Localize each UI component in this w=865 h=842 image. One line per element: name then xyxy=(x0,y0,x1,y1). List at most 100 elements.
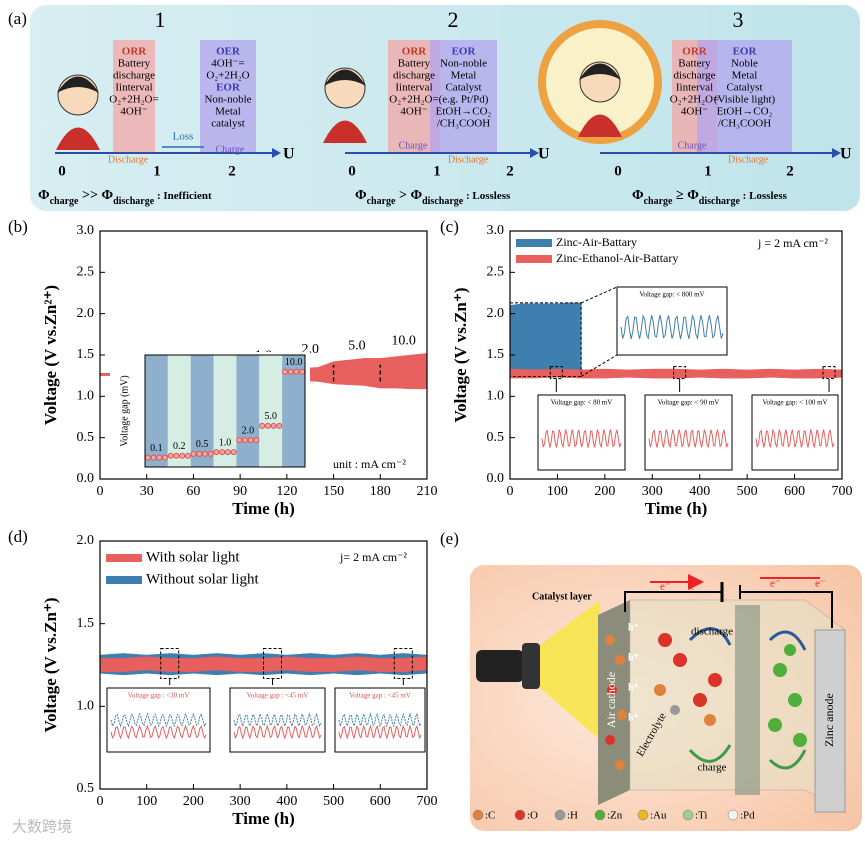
x-tick-label: 200 xyxy=(183,794,204,809)
gap-point xyxy=(173,452,180,459)
x-tick-label: 150 xyxy=(323,484,344,499)
eor-text: O₂+2H₂O xyxy=(206,70,249,82)
gap-point xyxy=(184,452,191,459)
section-number: 3 xyxy=(733,7,744,32)
discharge-arrow xyxy=(688,627,732,646)
inset-rate-label: 0.1 xyxy=(150,443,163,454)
condition-part: charge xyxy=(367,196,396,207)
flashlight-head xyxy=(522,643,540,689)
catalyst-particles xyxy=(605,633,807,770)
x-tick-label: 500 xyxy=(323,794,344,809)
gap-point xyxy=(287,368,294,375)
charge-label: Charge xyxy=(216,144,245,155)
gap-point xyxy=(247,437,254,444)
legend-swatch xyxy=(106,576,142,584)
annotation: j= 2 mA cm⁻² xyxy=(339,550,407,564)
eor-text: Catalyst xyxy=(726,82,762,94)
orr-text: discharge xyxy=(113,70,155,82)
gap-point xyxy=(162,454,168,461)
gap-point xyxy=(213,449,220,456)
eor-text: Non-noble xyxy=(204,94,251,106)
axis-arrowhead xyxy=(832,148,841,158)
atom-swatch xyxy=(554,809,566,821)
voltage-band xyxy=(509,302,582,376)
character-hair xyxy=(57,76,99,93)
eor-text: (Visible light) xyxy=(714,94,776,106)
inset-rate-label: 10.0 xyxy=(285,357,303,368)
y-tick-label: 2.0 xyxy=(487,306,505,321)
loss-label: Loss xyxy=(173,131,194,143)
air-cathode xyxy=(598,600,630,805)
x-tick-label: 90 xyxy=(233,484,247,499)
inset-title: Voltage gap : <45 mV xyxy=(349,692,411,700)
eor-text: Non-noble xyxy=(440,58,487,70)
charge-label: Charge xyxy=(399,140,428,151)
gap-point xyxy=(202,450,208,457)
hole-label: h⁺ xyxy=(628,652,639,663)
x-tick-label: 210 xyxy=(417,484,438,499)
oer-box xyxy=(200,40,256,153)
gap-point xyxy=(282,368,288,375)
x-axis-label: Time (h) xyxy=(232,499,295,518)
orr-text: discharge xyxy=(393,70,435,82)
charge-label: charge xyxy=(697,762,726,774)
x-tick-label: 200 xyxy=(594,484,615,499)
y-tick-label: 1.5 xyxy=(77,616,95,631)
y-tick-label: 0.0 xyxy=(77,471,95,486)
y-tick-label: 0.5 xyxy=(77,781,95,796)
inset-frame xyxy=(616,286,728,356)
legend-label: Zinc-Ethanol-Air-Battary xyxy=(556,251,678,265)
potential-tick: 0 xyxy=(58,163,66,179)
x-tick-label: 100 xyxy=(547,484,568,499)
x-tick-label: 700 xyxy=(417,794,438,809)
eor-text: /CH₃COOH xyxy=(437,118,490,130)
x-tick-label: 0 xyxy=(97,794,104,809)
electron-label: e⁻ xyxy=(770,578,781,590)
orr-box xyxy=(113,40,155,153)
inset-title: Voltage gap: < 800 mV xyxy=(639,291,704,299)
atom-swatch xyxy=(682,809,694,821)
eor-text: Metal xyxy=(732,70,758,82)
annotation: j = 2 mA cm⁻² xyxy=(757,236,828,250)
character-body xyxy=(578,114,622,137)
inset-waveform xyxy=(755,428,835,449)
orr-text: Battery xyxy=(118,58,151,70)
y-tick-label: 0.0 xyxy=(487,471,505,486)
atom-swatch xyxy=(637,809,649,821)
gap-point xyxy=(293,368,300,375)
oer-box xyxy=(697,40,792,153)
eor-text: 4OH⁻= xyxy=(211,58,244,70)
orr-text: 4OH⁻ xyxy=(400,106,427,118)
eor-text: Metal xyxy=(215,106,241,118)
condition-part: discharge xyxy=(113,196,155,207)
atom-label: :C xyxy=(485,810,495,822)
y-tick-label: 0.5 xyxy=(487,430,505,445)
condition-part: discharge xyxy=(699,196,741,207)
axis-arrowhead xyxy=(530,148,539,158)
inset-waveform xyxy=(338,712,422,728)
character-hair xyxy=(579,63,621,80)
electron-label: e⁻ xyxy=(690,581,701,593)
orr-text: O₂+2H₂O= xyxy=(670,94,719,106)
atom-swatch xyxy=(472,809,484,821)
atom-label: :Au xyxy=(650,810,667,822)
gap-point xyxy=(253,437,260,444)
potential-tick: 1 xyxy=(704,163,712,179)
annotation: unit : mA cm⁻² xyxy=(333,457,406,471)
panel-label: (c) xyxy=(440,217,459,236)
orr-text: Battery xyxy=(398,58,431,70)
y-tick-label: 2.5 xyxy=(487,265,505,280)
inset-waveform xyxy=(541,428,622,449)
x-tick-label: 400 xyxy=(276,794,297,809)
gap-point xyxy=(270,422,277,429)
orr-text: ORR xyxy=(682,46,708,58)
condition-part: charge xyxy=(644,196,673,207)
atom-swatch xyxy=(514,809,526,821)
gap-point xyxy=(219,449,226,456)
zoom-line xyxy=(580,354,618,377)
watermark: 大数跨境 xyxy=(12,817,72,835)
axis-arrowhead xyxy=(272,148,281,158)
x-tick-label: 180 xyxy=(370,484,391,499)
